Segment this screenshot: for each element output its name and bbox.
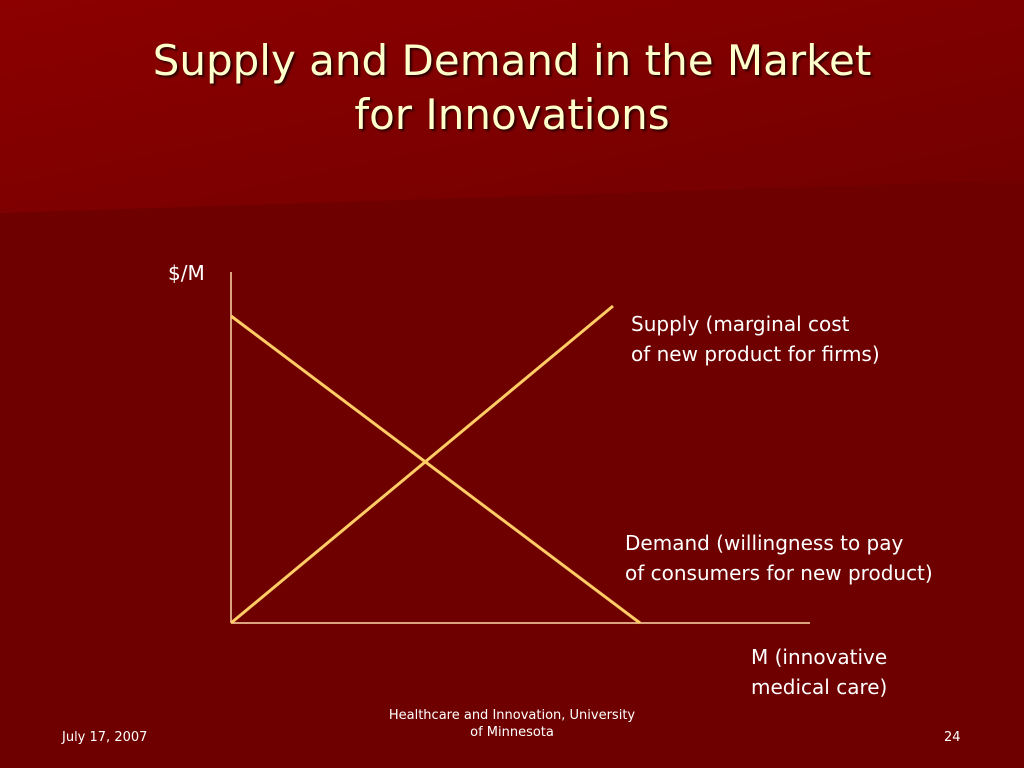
page-number: 24	[944, 730, 961, 745]
demand-label-line-2: of consumers for new product)	[625, 561, 933, 585]
x-axis-label-line-2: medical care)	[751, 675, 888, 699]
demand-label-line-1: Demand (willingness to pay	[625, 531, 904, 555]
footer-date: July 17, 2007	[62, 730, 148, 745]
demand-label: Demand (willingness to pay of consumers …	[625, 528, 933, 588]
title-band	[0, 0, 1024, 213]
slide-title-line-2: for Innovations	[354, 90, 670, 139]
supply-label-line-1: Supply (marginal cost	[631, 312, 850, 336]
x-axis-label-line-1: M (innovative	[751, 645, 888, 669]
footer-center-line-2: of Minnesota	[470, 725, 554, 740]
slide-title-line-1: Supply and Demand in the Market	[152, 36, 872, 85]
footer-center: Healthcare and Innovation, University of…	[352, 707, 672, 741]
x-axis-label: M (innovative medical care)	[751, 642, 887, 702]
slide-title: Supply and Demand in the Market for Inno…	[0, 34, 1024, 142]
y-axis-label: $/M	[168, 261, 205, 285]
supply-label-line-2: of new product for firms)	[631, 342, 880, 366]
demand-curve	[230, 314, 641, 625]
footer-center-line-1: Healthcare and Innovation, University	[388, 708, 636, 723]
supply-curve	[230, 304, 614, 625]
supply-label: Supply (marginal cost of new product for…	[631, 309, 880, 369]
